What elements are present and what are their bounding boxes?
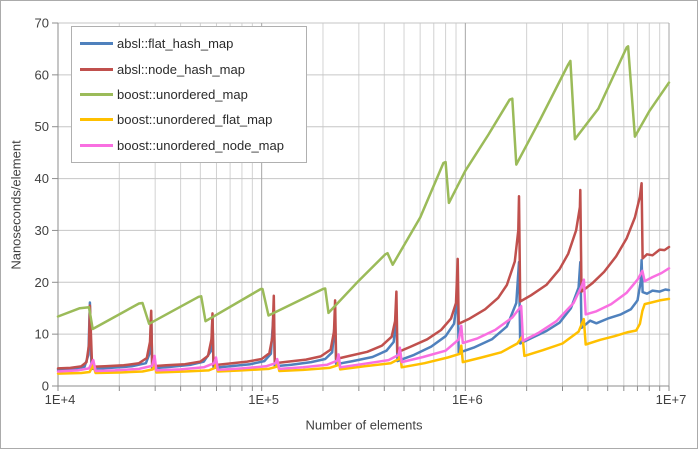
x-tick-label: 1E+4 [45,392,76,407]
series-line-boost-unordered-flat-map [56,297,671,375]
x-tick-label: 1E+5 [248,392,279,407]
y-tick-label: 40 [35,171,49,186]
y-tick-label: 20 [35,275,49,290]
y-tick-label: 30 [35,223,49,238]
x-tick-label: 1E+6 [452,392,483,407]
legend-label: boost::unordered_flat_map [117,112,273,128]
legend-item-absl-flat-hash-map: absl::flat_hash_map [72,36,306,51]
y-axis-title: Nanoseconds/element [8,140,24,270]
legend-item-boost-unordered-map: boost::unordered_map [72,87,306,102]
y-tick-label: 0 [42,379,49,394]
x-tick-label: 1E+7 [656,392,687,407]
y-tick-label: 50 [35,119,49,134]
y-tick-label: 70 [35,16,49,31]
legend-label: boost::unordered_map [117,86,248,102]
legend-line-swatch [80,67,113,71]
x-axis-title: Number of elements [305,417,423,433]
legend-line-swatch [80,42,113,46]
legend-item-boost-unordered-flat-map: boost::unordered_flat_map [72,112,306,127]
legend-line-swatch [80,92,113,96]
legend-item-boost-unordered-node-map: boost::unordered_node_map [72,138,306,153]
series-line-boost-unordered-node-map [56,267,671,373]
legend-label: absl::node_hash_map [117,61,245,77]
y-tick-label: 60 [35,67,49,82]
y-tick-label: 10 [35,327,49,342]
legend-label: absl::flat_hash_map [117,36,234,52]
legend-label: boost::unordered_node_map [117,137,284,153]
legend-line-swatch [80,143,113,147]
legend-line-swatch [80,118,113,122]
series-line-boost-unordered-map [56,45,671,331]
legend-item-absl-node-hash-map: absl::node_hash_map [72,62,306,77]
